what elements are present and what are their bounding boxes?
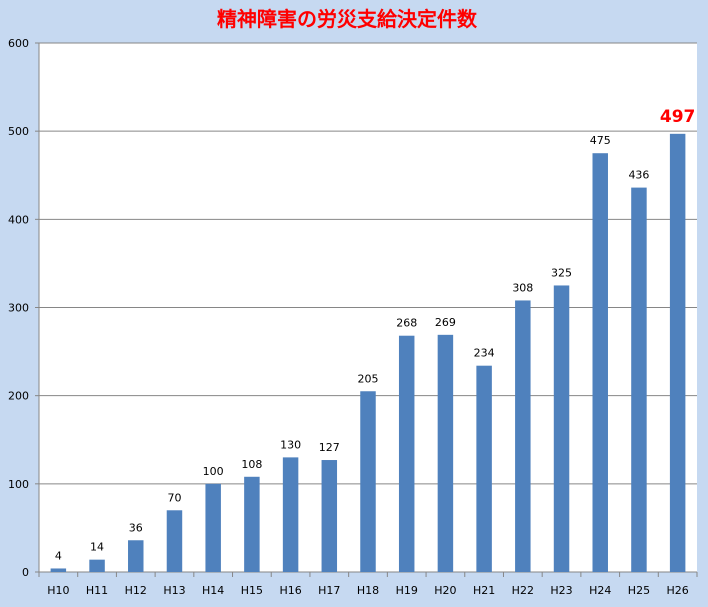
bar-H15 (244, 476, 260, 572)
x-tick-label-H15: H15 (241, 584, 263, 597)
x-tick-label-H17: H17 (318, 584, 340, 597)
x-tick-label-H14: H14 (202, 584, 224, 597)
x-tick-label-H11: H11 (86, 584, 108, 597)
bar-H20 (437, 334, 454, 572)
data-label-H10: 4 (55, 549, 62, 562)
data-label-H13: 70 (167, 491, 181, 504)
x-tick-label-H24: H24 (589, 584, 611, 597)
data-label-H18: 205 (358, 372, 379, 385)
data-label-H16: 130 (280, 438, 301, 451)
y-tick-label-0: 0 (22, 566, 29, 579)
x-tick-label-H10: H10 (47, 584, 69, 597)
bar-H21 (476, 365, 492, 572)
x-tick-label-H19: H19 (396, 584, 418, 597)
bar-H19 (398, 335, 415, 572)
bar-H16 (282, 457, 299, 572)
y-tick-label-200: 200 (8, 390, 29, 403)
x-tick-label-H21: H21 (473, 584, 495, 597)
bar-H13 (166, 510, 183, 572)
bar-H25 (631, 187, 647, 573)
data-label-H22: 308 (512, 281, 533, 294)
y-tick-label-600: 600 (8, 37, 29, 50)
y-tick-label-100: 100 (8, 478, 29, 491)
data-label-H19: 268 (396, 317, 417, 330)
data-label-H11: 14 (90, 541, 104, 554)
data-label-H14: 100 (203, 465, 224, 478)
data-label-H25: 436 (628, 169, 649, 182)
data-labels: 4 14 36 70 100 108 130 127 205 268 269 234 308 325 475… (55, 107, 696, 563)
bar-H24 (592, 153, 608, 573)
bars (50, 133, 686, 573)
bar-H18 (360, 391, 376, 572)
y-axis-ticks: 0 100 200 300 400 500 600 (8, 37, 39, 579)
x-tick-label-H23: H23 (550, 584, 572, 597)
x-axis-ticks: H10 H11 H12 H13 H14 H15 H16 H17 H18 H19 H20 H21 H22 H… (38, 572, 698, 597)
x-tick-label-H26: H26 (667, 584, 689, 597)
data-label-H12: 36 (129, 521, 143, 534)
bar-H23 (553, 285, 570, 572)
data-label-H26: 497 (660, 107, 696, 127)
data-label-H17: 127 (319, 441, 340, 454)
x-tick-label-H18: H18 (357, 584, 379, 597)
bar-H17 (321, 460, 338, 572)
bar-H22 (515, 300, 531, 572)
x-tick-label-H13: H13 (163, 584, 185, 597)
bar-H11 (89, 559, 105, 572)
bar-H10 (50, 568, 67, 572)
x-tick-label-H16: H16 (279, 584, 301, 597)
x-tick-label-H25: H25 (628, 584, 650, 597)
data-label-H15: 108 (241, 458, 262, 471)
data-label-H23: 325 (551, 266, 572, 279)
data-label-H20: 269 (435, 316, 456, 329)
bar-H26 (669, 133, 686, 573)
y-tick-label-500: 500 (8, 125, 29, 138)
bar-H14 (205, 483, 221, 572)
x-tick-label-H22: H22 (512, 584, 534, 597)
data-label-H24: 475 (590, 134, 611, 147)
x-tick-label-H20: H20 (434, 584, 456, 597)
chart-title: 精神障害の労災支給決定件数 (217, 7, 478, 31)
y-tick-label-400: 400 (8, 213, 29, 226)
y-tick-label-300: 300 (8, 302, 29, 315)
data-label-H21: 234 (474, 347, 495, 360)
bar-H12 (128, 540, 144, 572)
x-tick-label-H12: H12 (125, 584, 147, 597)
